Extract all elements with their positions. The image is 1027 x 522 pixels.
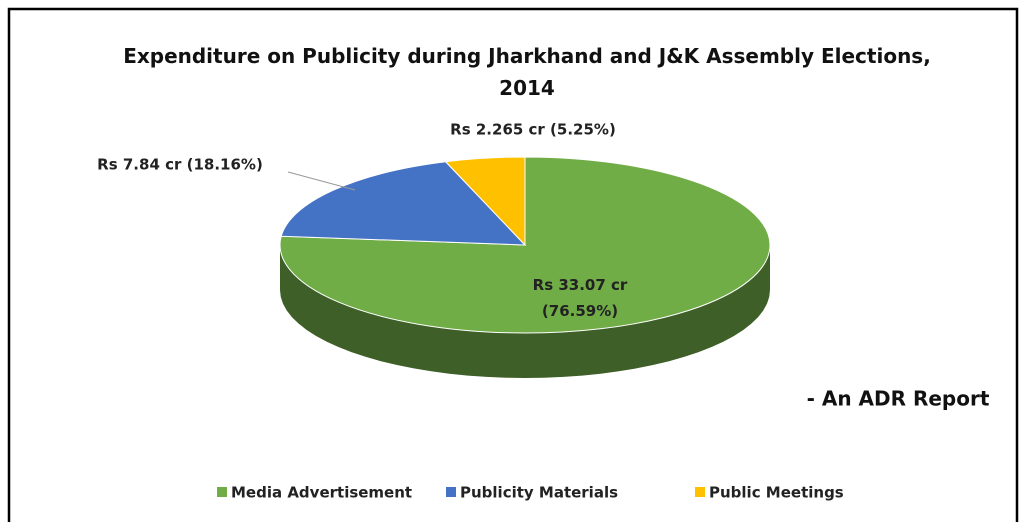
pie-slice xyxy=(280,161,527,246)
annotation: - An ADR Report xyxy=(807,387,990,411)
pie-side xyxy=(280,245,770,378)
frame xyxy=(7,7,1019,522)
pie-slice xyxy=(444,156,526,247)
data-label: Rs 7.84 cr (18.16%) xyxy=(97,156,263,174)
legend-swatch xyxy=(695,487,705,497)
data-label: Rs 33.07 cr (76.59%) xyxy=(533,276,628,320)
data-label: Rs 2.265 cr (5.25%) xyxy=(450,121,616,139)
legend-swatch xyxy=(217,487,227,497)
pie-slice xyxy=(279,156,771,334)
chart-title: Expenditure on Publicity during Jharkhan… xyxy=(123,44,931,100)
legend-label: Public Meetings xyxy=(709,484,844,502)
leader-line xyxy=(287,171,356,191)
legend-swatch xyxy=(446,487,456,497)
legend-label: Publicity Materials xyxy=(460,484,618,502)
legend-label: Media Advertisement xyxy=(231,484,412,502)
